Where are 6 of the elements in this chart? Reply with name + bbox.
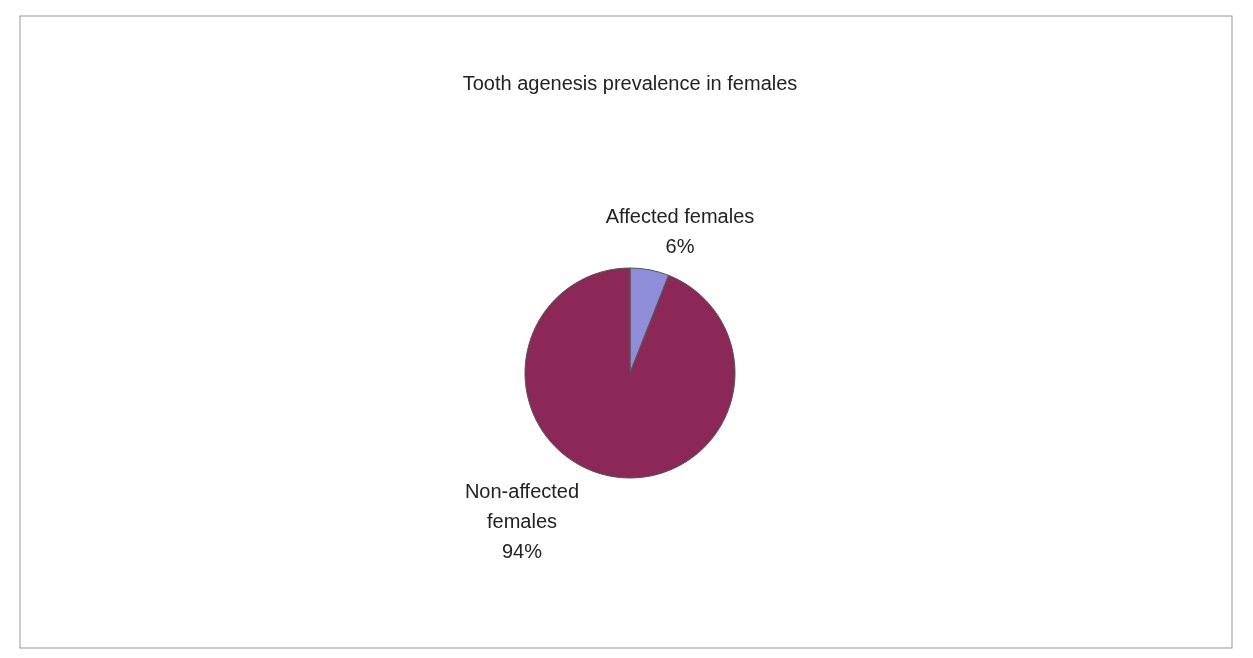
data-label: 6% — [665, 235, 695, 257]
data-label: 94% — [501, 540, 543, 562]
chart-title: Tooth agenesis prevalence in females — [462, 72, 798, 94]
slice-label: Non-affected females — [464, 480, 580, 532]
pie-slice — [524, 267, 736, 479]
slice-label: Affected females — [605, 205, 755, 227]
